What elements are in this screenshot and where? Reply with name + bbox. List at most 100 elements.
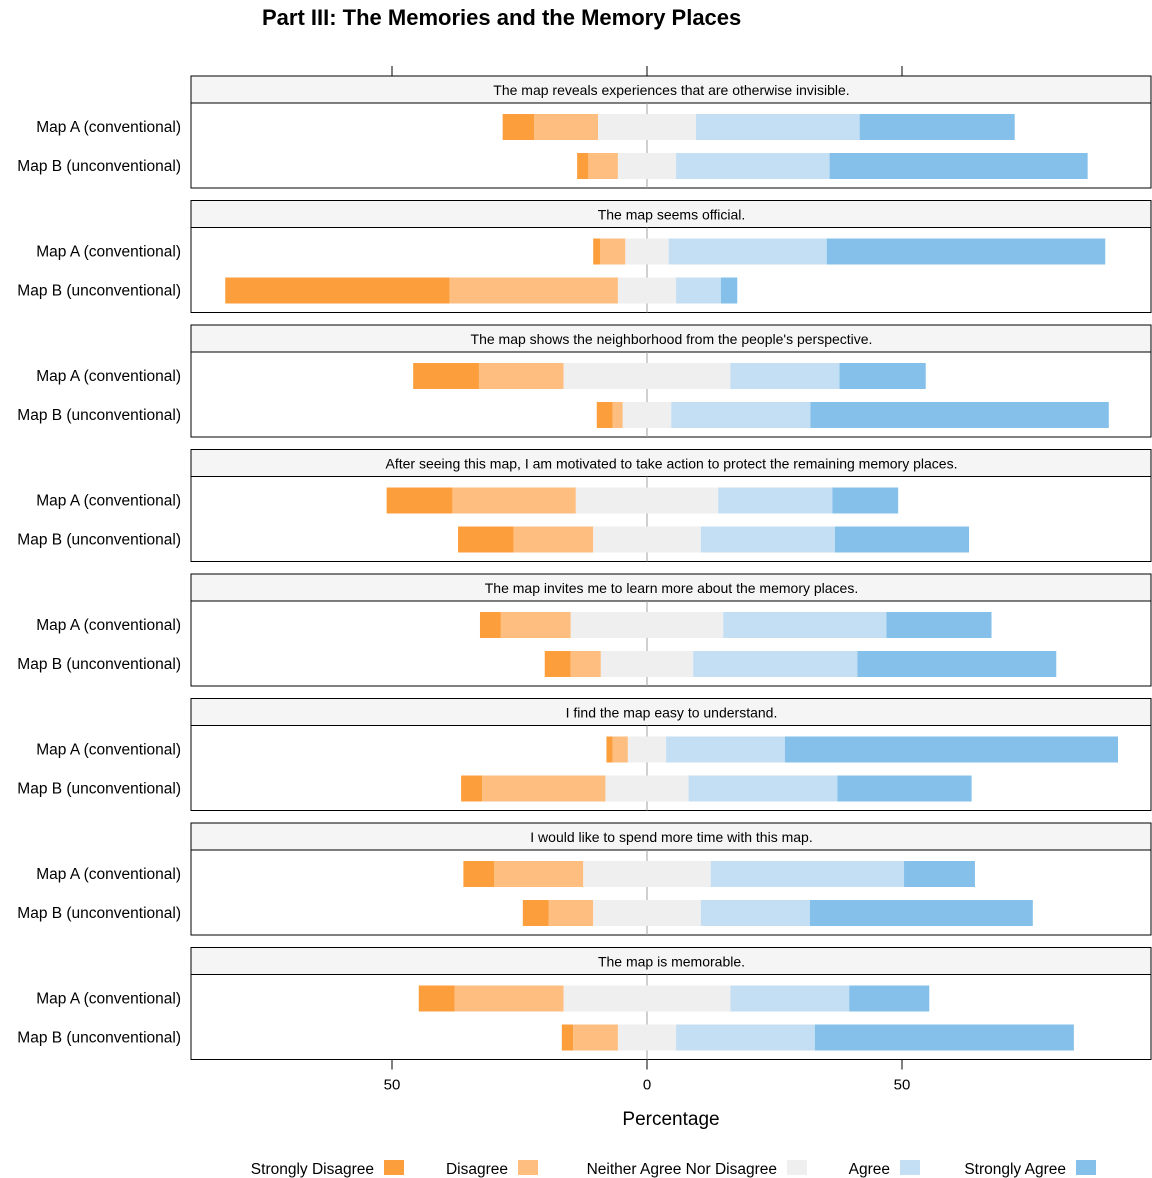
bar-segment-strongly-disagree <box>593 238 601 265</box>
bar-segment-agree <box>676 1024 815 1051</box>
bar-segment-neither-agree-nor-disagree <box>563 363 731 389</box>
bar-segment-agree <box>666 736 785 763</box>
bar-segment-disagree <box>449 277 618 304</box>
row-label: Map B (unconventional) <box>17 158 181 175</box>
panel-strip-label: I would like to spend more time with thi… <box>530 829 812 845</box>
bar-segment-strongly-agree <box>839 363 926 389</box>
bar-segment-disagree <box>612 736 628 763</box>
panel-strip-label: The map seems official. <box>598 207 746 223</box>
bar-segment-strongly-agree <box>814 1024 1074 1051</box>
legend-swatch <box>384 1160 404 1175</box>
row-label: Map A (conventional) <box>36 368 181 385</box>
bar-segment-strongly-disagree <box>544 651 571 677</box>
bar-segment-disagree <box>600 238 626 265</box>
legend-label: Strongly Agree <box>964 1161 1066 1178</box>
legend-item: Disagree <box>446 1160 538 1178</box>
bar-segment-disagree <box>548 900 594 926</box>
row-label: Map A (conventional) <box>36 493 181 510</box>
legend-swatch <box>900 1160 920 1175</box>
legend-label: Neither Agree Nor Disagree <box>587 1161 777 1178</box>
bar-segment-agree <box>723 612 887 638</box>
bar-segment-agree <box>700 526 835 553</box>
legend: Strongly Disagree Disagree Neither Agree N… <box>251 1160 1096 1178</box>
bar-segment-neither-agree-nor-disagree <box>598 114 696 140</box>
bar-segment-strongly-disagree <box>386 487 453 514</box>
bar-segment-disagree <box>494 861 584 887</box>
panel-strip <box>190 449 1152 477</box>
bar-segment-neither-agree-nor-disagree <box>617 277 677 304</box>
row-label: Map A (conventional) <box>36 866 181 883</box>
panel-strip <box>190 822 1152 851</box>
bar-segment-strongly-disagree <box>225 277 450 304</box>
bar-segment-disagree <box>534 114 599 140</box>
bar-segment-strongly-agree <box>837 775 972 802</box>
panel-strip-label: The map invites me to learn more about t… <box>485 580 859 596</box>
bar-segment-strongly-disagree <box>577 153 589 179</box>
bar-segment-disagree <box>570 651 601 677</box>
bar-segment-strongly-disagree <box>413 363 479 389</box>
panel: The map seems official. Map A (convention… <box>17 200 1152 313</box>
bar-segment-strongly-disagree <box>458 526 514 553</box>
row-label: Map A (conventional) <box>36 991 181 1008</box>
panel: The map reveals experiences that are oth… <box>17 75 1152 189</box>
bar-segment-neither-agree-nor-disagree <box>583 861 711 887</box>
panel: I would like to spend more time with thi… <box>17 822 1152 936</box>
bar-segment-disagree <box>454 985 564 1012</box>
bar-segment-neither-agree-nor-disagree <box>600 651 694 677</box>
bar-segment-neither-agree-nor-disagree <box>605 775 689 802</box>
bar-segment-disagree <box>482 775 606 802</box>
bar-segment-strongly-agree <box>826 238 1106 265</box>
bar-segment-disagree <box>588 153 618 179</box>
bar-segment-agree <box>718 487 833 514</box>
bar-segment-strongly-disagree <box>522 900 549 926</box>
legend-label: Strongly Disagree <box>251 1161 374 1178</box>
bar-segment-neither-agree-nor-disagree <box>617 1024 677 1051</box>
bar-segment-strongly-disagree <box>561 1024 574 1051</box>
panel-strip <box>190 573 1152 602</box>
legend-item: Agree <box>849 1160 920 1178</box>
panel: The map invites me to learn more about t… <box>17 573 1152 687</box>
legend-label: Disagree <box>446 1161 508 1178</box>
bar-segment-agree <box>688 775 838 802</box>
bar-segment-agree <box>676 277 721 304</box>
bar-segment-strongly-agree <box>904 861 975 887</box>
bar-segment-strongly-agree <box>784 736 1118 763</box>
panel-strip <box>190 200 1152 228</box>
bar-segment-disagree <box>513 526 594 553</box>
bar-segment-strongly-agree <box>832 487 899 514</box>
panels-layer: The map reveals experiences that are oth… <box>17 75 1152 1060</box>
bar-segment-agree <box>710 861 905 887</box>
panel-strip-label: After seeing this map, I am motivated to… <box>386 456 958 472</box>
bar-segment-strongly-agree <box>834 526 970 553</box>
bar-segment-strongly-agree <box>720 277 738 304</box>
row-label: Map A (conventional) <box>36 742 181 759</box>
bar-segment-neither-agree-nor-disagree <box>625 238 669 265</box>
legend-item: Neither Agree Nor Disagree <box>587 1160 807 1178</box>
bar-segment-strongly-disagree <box>479 612 501 638</box>
bar-segment-neither-agree-nor-disagree <box>593 526 701 553</box>
bar-segment-strongly-agree <box>886 612 992 638</box>
bar-segment-strongly-disagree <box>418 985 455 1012</box>
legend-item: Strongly Disagree <box>251 1160 404 1178</box>
bar-segment-agree <box>668 238 827 265</box>
bar-segment-agree <box>671 402 811 428</box>
legend-label: Agree <box>849 1161 890 1178</box>
row-label: Map B (unconventional) <box>17 656 181 673</box>
bar-segment-strongly-disagree <box>463 861 494 887</box>
row-label: Map B (unconventional) <box>17 1030 181 1047</box>
bar-segment-strongly-agree <box>857 651 1057 677</box>
bar-segment-agree <box>730 985 850 1012</box>
row-label: Map A (conventional) <box>36 119 181 136</box>
panel-strip <box>190 698 1152 726</box>
bar-segment-strongly-disagree <box>606 736 613 763</box>
row-label: Map A (conventional) <box>36 244 181 261</box>
bar-segment-neither-agree-nor-disagree <box>575 487 719 514</box>
bar-segment-agree <box>676 153 830 179</box>
bar-segment-strongly-disagree <box>596 402 613 428</box>
panel-strip-label: The map reveals experiences that are oth… <box>493 82 849 98</box>
bar-segment-strongly-agree <box>810 402 1109 428</box>
bar-segment-disagree <box>478 363 564 389</box>
bar-segment-strongly-disagree <box>461 775 483 802</box>
x-tick-label: 0 <box>643 1077 651 1094</box>
